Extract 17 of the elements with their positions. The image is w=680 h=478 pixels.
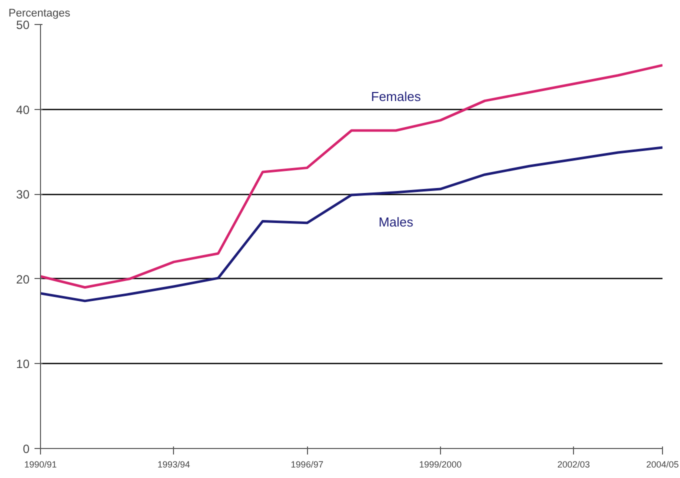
y-tick-label: 10 — [16, 357, 30, 372]
y-tick-label: 0 — [22, 442, 30, 456]
y-tick-label: 40 — [16, 102, 30, 117]
series-label: Females — [371, 89, 422, 104]
x-tick-label: 2002/03 — [557, 460, 590, 470]
y-tick-label: 30 — [16, 188, 30, 202]
x-tick-label: 1996/97 — [290, 460, 324, 470]
x-tick-label: 1990/91 — [24, 460, 57, 470]
x-tick-label: 2004/05 — [646, 460, 679, 470]
x-tick-label: 1993/94 — [158, 460, 190, 470]
line-series — [40, 146, 662, 302]
y-axis-title: Percentages — [8, 8, 71, 20]
y-tick-label: 20 — [16, 272, 30, 286]
x-tick-label: 1999/2000 — [419, 460, 462, 470]
series-label: Males — [378, 214, 414, 230]
y-tick-label: 50 — [16, 18, 30, 32]
line-series — [40, 64, 662, 289]
